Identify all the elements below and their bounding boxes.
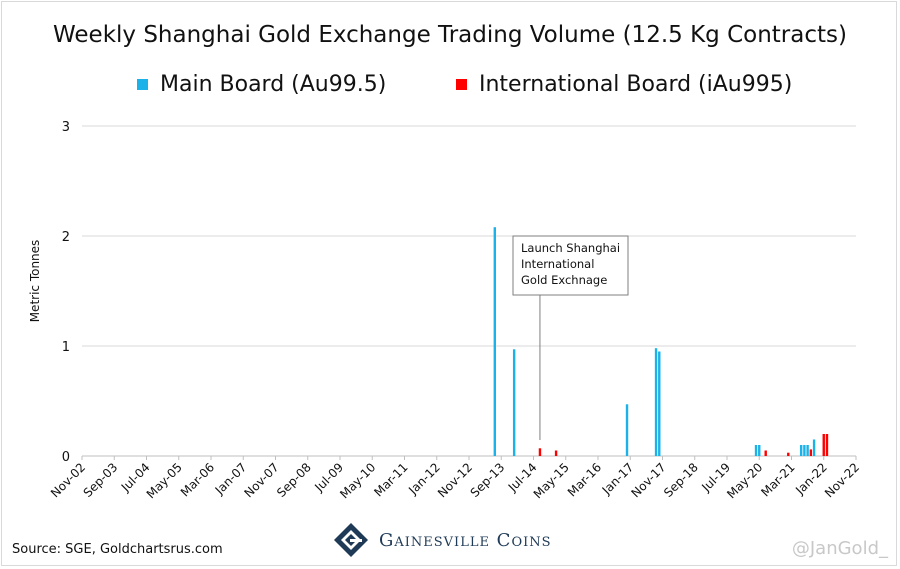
bar-international-board-2021-09 (809, 449, 813, 456)
x-tick-label-Nov-02: Nov-02 (48, 460, 88, 500)
y-tick-label-3: 3 (62, 120, 70, 135)
legend: Main Board (Au99.5) International Board … (0, 72, 900, 102)
bar-main-board-2020-05 (758, 445, 761, 456)
legend-swatch-international-board (456, 79, 467, 90)
x-tick-label-Sep-03: Sep-03 (81, 460, 121, 500)
bar-main-board-2020-04 (754, 445, 758, 456)
x-tick-label-Mar-11: Mar-11 (371, 460, 410, 499)
x-tick-label-Nov-17: Nov-17 (629, 460, 669, 500)
bar-international-board-2014-09 (538, 448, 542, 456)
annotation-box (512, 235, 629, 296)
annotation-text-line-1: Launch Shanghai (521, 241, 620, 255)
bar-international-board-2022-02 (825, 434, 829, 456)
bar-international-board-2021-02 (787, 452, 790, 456)
annotation-text-line-2: International (521, 257, 594, 271)
bar-main-board-2021-08 (806, 445, 809, 456)
bar-main-board-2014-01 (512, 349, 516, 456)
y-tick-label-1: 1 (62, 340, 70, 355)
bar-main-board-2016-12 (625, 404, 629, 456)
brand-name: Gainesville Coins (379, 529, 552, 551)
author-handle: @JanGold_ (791, 538, 888, 559)
x-tick-label-Nov-12: Nov-12 (435, 460, 475, 500)
x-tick-label-Sep-13: Sep-13 (468, 460, 508, 500)
y-axis-label: Metric Tonnes (28, 240, 42, 323)
x-tick-label-May-15: May-15 (531, 460, 572, 501)
legend-swatch-main-board (137, 79, 148, 90)
y-tick-label-0: 0 (62, 450, 70, 465)
bar-international-board-2015-02 (554, 450, 558, 456)
x-tick-label-Sep-18: Sep-18 (661, 460, 701, 500)
annotation-text-line-3: Gold Exchnage (521, 273, 607, 287)
bar-main-board-2021-07 (803, 445, 806, 456)
y-tick-label-2: 2 (62, 230, 70, 245)
x-tick-label-Sep-08: Sep-08 (274, 460, 314, 500)
bar-main-board-2013-07 (493, 227, 496, 456)
x-tick-label-Nov-22: Nov-22 (822, 460, 862, 500)
x-tick-label-May-10: May-10 (337, 460, 378, 501)
legend-item-international-board: International Board (iAu995) (456, 72, 792, 97)
bar-main-board-2021-06 (799, 445, 803, 456)
chart-title: Weekly Shanghai Gold Exchange Trading Vo… (53, 22, 847, 48)
x-tick-label-Mar-21: Mar-21 (758, 460, 797, 499)
legend-label-international-board: International Board (iAu995) (479, 72, 793, 97)
source-note: Source: SGE, Goldchartsrus.com (12, 542, 223, 557)
legend-label-main-board: Main Board (Au99.5) (160, 72, 387, 97)
bar-international-board-2020-07 (764, 450, 767, 456)
x-tick-label-Nov-07: Nov-07 (242, 460, 282, 500)
x-tick-label-Mar-06: Mar-06 (178, 460, 217, 499)
legend-item-main-board: Main Board (Au99.5) (137, 72, 386, 97)
bar-international-board-2022-01 (822, 434, 825, 456)
bar-main-board-2017-10 (658, 351, 661, 456)
brand-emblem-icon (334, 523, 368, 557)
brand-logo: Gainesville Coins (333, 522, 552, 558)
x-tick-label-May-20: May-20 (724, 460, 765, 501)
x-tick-label-May-05: May-05 (144, 460, 185, 501)
bar-main-board-2021-10 (812, 439, 816, 456)
bar-main-board-2017-09 (654, 348, 658, 456)
x-tick-label-Mar-16: Mar-16 (565, 460, 604, 499)
